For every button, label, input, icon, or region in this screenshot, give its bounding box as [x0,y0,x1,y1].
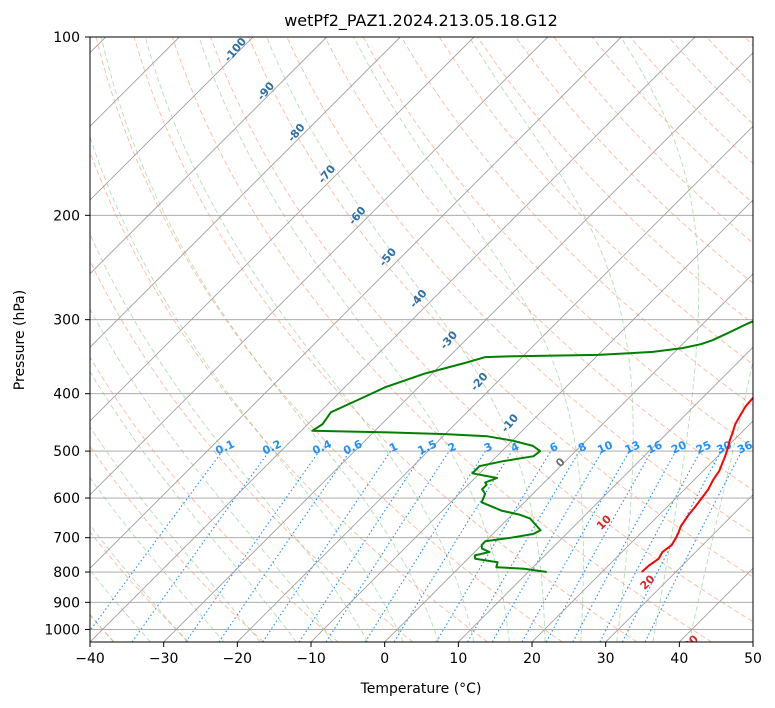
x-tick-label: 10 [449,651,467,667]
mixing-ratio-line [572,450,677,642]
dry-adiabat-line [90,531,190,642]
y-axis-ticks: 100 200 300 400 500 600 700 800 900 1000 [44,30,90,638]
isotherm-line [90,37,254,201]
isotherm-line [605,494,753,642]
temperature-trace [641,396,753,573]
x-tick-label: 20 [523,651,541,667]
mixing-ratio-label: 20 [669,438,689,456]
moist-adiabat-label: 30 [681,632,701,652]
y-tick-label: 600 [53,491,80,507]
mixing-ratio-line [131,450,270,642]
mixing-ratio-line [218,450,351,642]
x-tick-label: −30 [149,651,179,667]
y-axis-label: Pressure (hPa) [12,290,28,390]
moist-adiabat-line [620,37,700,642]
y-tick-label: 500 [53,444,80,460]
mixing-ratio-label: 13 [623,438,642,456]
mixing-ratio-line [644,450,743,642]
y-tick-label: 1000 [44,622,80,638]
dry-adiabat-line [90,445,264,642]
x-tick-label: 30 [597,651,615,667]
moist-adiabat-line [353,37,584,642]
moist-adiabat-line [90,426,261,642]
x-axis-label: Temperature (°C) [360,681,482,697]
dry-adiabat-line [248,37,753,578]
mixing-ratio-line [185,450,320,642]
x-tick-label: −10 [296,651,326,667]
moist-adiabat-line [90,135,404,642]
x-tick-label: −20 [223,651,253,667]
mixing-ratio-lines [90,450,743,642]
y-tick-label: 800 [53,565,80,581]
dry-adiabat-line [133,37,638,642]
isotherms [90,37,753,642]
moist-adiabat-line [90,307,333,642]
x-tick-label: 40 [670,651,688,667]
x-tick-label: 50 [744,651,762,667]
x-tick-label: −40 [75,651,105,667]
dry-adiabat-line [515,37,753,284]
moist-adiabat-line [90,476,225,642]
y-tick-label: 200 [53,208,80,224]
mixing-ratio-label: 25 [694,438,713,456]
isotherm-line [90,37,401,348]
chart-title: wetPf2_PAZ1.2024.213.05.18.G12 [284,11,558,31]
mixing-ratio-label: 10 [595,438,615,456]
dry-adiabat-line [90,150,488,642]
dry-adiabat-line [90,356,339,642]
mixing-ratio-line [545,450,653,642]
dry-adiabat-line [400,37,753,407]
isotherm-line [90,37,622,569]
mixing-ratio-line [325,450,450,642]
isotherm-line [457,346,753,642]
y-tick-label: 100 [53,30,80,46]
y-tick-label: 700 [53,531,80,547]
isotherm-line [163,52,753,642]
mixing-ratio-label: 36 [735,438,755,456]
y-tick-label: 300 [53,313,80,329]
mixing-ratio-line [298,450,425,642]
dry-adiabat-line [439,37,753,365]
isotherm-line [90,37,475,422]
sounding-traces [311,320,753,573]
isotherm-line [531,420,753,642]
dry-adiabat-line [210,37,753,623]
moist-adiabat-line [688,358,753,642]
moist-adiabat-line [90,232,369,642]
moist-adiabat-line [144,37,475,642]
y-tick-label: 400 [53,387,80,403]
mixing-ratio-line [90,450,223,632]
isotherm-line [90,37,696,642]
dry-adiabat-line [324,37,753,491]
isotherm-line [90,37,328,275]
x-tick-label: 0 [380,651,389,667]
dewpoint-trace [311,320,753,573]
dry-adiabat-line [171,37,712,642]
moist-adiabat-line [198,37,510,642]
isobars [90,37,753,630]
isotherm-line [236,125,753,642]
moist-adiabat-line [266,37,546,642]
dry-adiabat-line [95,37,563,642]
mixing-ratio-line [521,450,630,642]
mixing-ratio-line [262,450,392,642]
isotherm-line [310,199,753,642]
isotherm-line [90,37,549,496]
mixing-ratio-label: 16 [645,438,665,456]
plot-frame [89,36,754,643]
y-tick-label: 900 [53,595,80,611]
moist-adiabat-line [100,37,439,642]
x-axis-ticks: −40 −30 −20 −10 0 10 20 30 40 50 [75,642,762,667]
